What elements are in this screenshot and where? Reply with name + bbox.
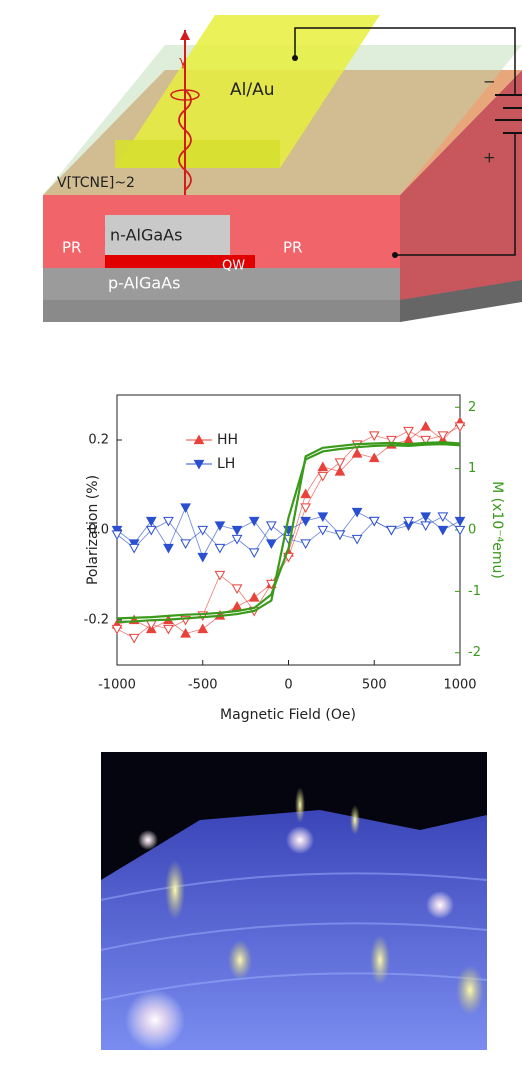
marker: [248, 548, 260, 559]
marker: [403, 426, 414, 437]
marker: [128, 633, 140, 644]
surface-image: [100, 752, 488, 1050]
y2-tick-label: -2: [468, 645, 481, 660]
marker: [403, 434, 414, 445]
marker: [197, 525, 209, 536]
marker: [386, 525, 397, 536]
marker: [266, 521, 277, 532]
label: QW: [222, 259, 245, 274]
marker: [351, 534, 363, 545]
marker: [454, 516, 466, 527]
marker: [163, 543, 174, 554]
marker: [111, 624, 123, 635]
label: n-AlGaAs: [110, 226, 182, 245]
marker: [248, 591, 260, 602]
label: γ: [179, 55, 187, 70]
marker: [300, 503, 311, 514]
marker: [111, 530, 123, 541]
y2-tick-label: 0: [468, 523, 476, 538]
marker: [145, 525, 157, 536]
marker: [437, 431, 449, 442]
marker: [317, 461, 329, 472]
y-tick-label: -0.2: [84, 613, 109, 628]
label: p-AlGaAs: [108, 274, 180, 293]
marker: [266, 539, 277, 550]
marker: [300, 488, 311, 499]
y2-tick-label: 2: [468, 400, 476, 415]
x-tick-label: -1000: [98, 678, 136, 693]
marker: [351, 507, 363, 518]
y2-tick-label: 1: [468, 461, 476, 476]
marker: [180, 539, 191, 550]
label: PR: [283, 239, 302, 257]
x-axis-label: Magnetic Field (Oe): [220, 707, 356, 723]
x-tick-label: 500: [362, 678, 387, 693]
marker: [437, 512, 449, 523]
label: +: [483, 149, 496, 167]
marker: [145, 516, 157, 527]
marker: [334, 530, 346, 541]
marker: [180, 503, 191, 514]
label: −: [483, 73, 496, 91]
y-tick-label: 0.0: [88, 523, 109, 538]
y2-tick-label: -1: [468, 584, 481, 599]
marker: [231, 534, 243, 545]
marker: [214, 543, 226, 554]
marker: [128, 543, 140, 554]
chart: Magnetic Field (Oe) Polarization (%) M (…: [84, 394, 505, 723]
marker: [231, 584, 243, 595]
legend-marker: [193, 459, 205, 470]
marker: [300, 539, 311, 550]
marker: [197, 552, 209, 563]
y-tick-label: 0.2: [88, 433, 109, 448]
marker: [368, 431, 380, 442]
marker: [231, 525, 243, 536]
magnetization-line: [116, 441, 461, 620]
marker: [300, 516, 311, 527]
marker: [420, 435, 432, 446]
marker: [334, 458, 346, 469]
marker: [248, 516, 260, 527]
marker: [368, 516, 380, 527]
x-tick-label: 0: [284, 678, 292, 693]
marker: [437, 525, 449, 536]
x-tick-label: -500: [188, 678, 218, 693]
legend-label: HH: [217, 432, 238, 448]
marker: [351, 447, 363, 458]
marker: [317, 471, 329, 482]
label: V[TCNE]~2: [57, 175, 135, 191]
marker: [454, 525, 466, 536]
magnetization-line: [116, 442, 461, 624]
marker: [420, 512, 432, 523]
marker: [386, 435, 397, 446]
legend-marker: [193, 434, 205, 445]
marker: [368, 452, 380, 463]
marker: [180, 627, 191, 638]
x-tick-label: 1000: [443, 678, 476, 693]
marker: [163, 624, 174, 635]
legend-label: LH: [217, 456, 235, 472]
label: Al/Au: [230, 80, 274, 100]
marker: [214, 521, 226, 532]
device-diagram: γ Al/Au V[TCNE]~2 n-AlGaAs QW PR PR p-Al…: [43, 15, 522, 322]
marker: [403, 516, 414, 527]
marker: [454, 422, 466, 433]
marker: [231, 600, 243, 611]
marker: [420, 521, 432, 532]
y-axis-label: Polarization (%): [85, 475, 101, 585]
label: PR: [62, 239, 81, 257]
marker: [214, 570, 226, 581]
marker: [317, 525, 329, 536]
marker: [317, 512, 329, 523]
marker: [420, 420, 432, 431]
y2-axis-label: M (x10⁻⁴emu): [489, 481, 505, 579]
marker: [163, 516, 174, 527]
marker: [197, 623, 209, 634]
marker: [334, 465, 346, 476]
